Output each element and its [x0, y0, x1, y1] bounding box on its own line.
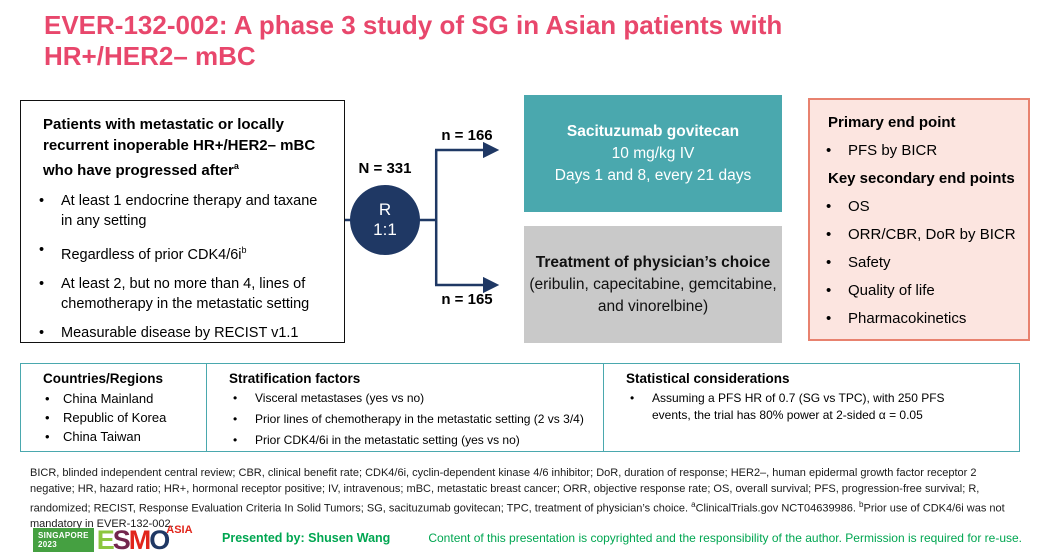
statistical-considerations-column: Statistical considerations Assuming a PF… — [604, 364, 1019, 451]
presented-by-text: Presented by: Shusen Wang — [222, 531, 391, 545]
slide-title-line2: HR+/HER2– mBC — [44, 41, 256, 71]
bullet-marker — [626, 390, 652, 424]
bullet-marker — [43, 409, 63, 426]
secondary-endpoint-item: OS — [824, 197, 1020, 217]
country-item: China Mainland — [43, 390, 198, 407]
patients-bullet: At least 1 endocrine therapy and taxane … — [39, 191, 332, 231]
footnote-marker-a: a — [691, 500, 696, 509]
primary-endpoint-header: Primary end point — [828, 114, 956, 131]
asia-label: ASIA — [166, 524, 193, 536]
secondary-endpoint-item: Quality of life — [824, 281, 1020, 301]
esmo-wordmark: ESMO — [96, 524, 171, 555]
patients-box-header: Patients with metastatic or locally recu… — [43, 116, 316, 179]
patients-bullet: Measurable disease by RECIST v1.1 — [39, 323, 332, 343]
tpc-arm-drugs-line1: (eribulin, capecitabine, gemcitabine, — [529, 275, 777, 293]
patients-eligibility-box: Patients with metastatic or locally recu… — [20, 100, 345, 343]
bullet-marker — [824, 253, 848, 273]
country-item: Republic of Korea — [43, 409, 198, 426]
bullet-marker — [43, 390, 63, 407]
countries-header: Countries/Regions — [43, 371, 164, 386]
footnote-marker-b: b — [859, 500, 864, 509]
study-info-table: Countries/Regions China Mainland Republi… — [20, 363, 1020, 452]
copyright-notice: Content of this presentation is copyrigh… — [428, 531, 1022, 545]
secondary-endpoint-item: Pharmacokinetics — [824, 309, 1020, 329]
bullet-marker — [39, 240, 61, 265]
bullet-marker — [39, 274, 61, 314]
bullet-marker — [229, 390, 255, 407]
randomization-ratio: 1:1 — [373, 220, 397, 239]
footnote-marker-a: a — [233, 161, 239, 171]
bullet-marker — [39, 191, 61, 231]
sacituzumab-govitecan-arm-box: Sacituzumab govitecan 10 mg/kg IV Days 1… — [524, 95, 782, 212]
bullet-marker — [43, 428, 63, 445]
slide-title: EVER-132-002: A phase 3 study of SG in A… — [44, 10, 984, 72]
esmo-asia-logo: SINGAPORE 2023 ESMO ASIA — [33, 523, 195, 557]
bullet-marker — [39, 323, 61, 343]
bullet-marker — [824, 281, 848, 301]
randomization-circle: R 1:1 — [350, 185, 420, 255]
statistics-header: Statistical considerations — [626, 371, 790, 386]
statistics-item: Assuming a PFS HR of 0.7 (SG vs TPC), wi… — [626, 390, 983, 424]
stratification-item: Prior CDK4/6i in the metastatic setting … — [229, 432, 595, 449]
patients-bullet: Regardless of prior CDK4/6ib — [39, 240, 332, 265]
sg-arm-schedule: Days 1 and 8, every 21 days — [554, 166, 752, 184]
secondary-endpoint-item: Safety — [824, 253, 1020, 273]
tpc-arm-drugs-line2: and vinorelbine) — [597, 297, 709, 315]
footnote-marker-b: b — [241, 245, 247, 255]
total-enrollment-label: N = 331 — [358, 160, 412, 177]
abbreviations-footnote: BICR, blinded independent central review… — [30, 467, 1005, 531]
countries-regions-column: Countries/Regions China Mainland Republi… — [21, 364, 207, 451]
bullet-marker — [824, 309, 848, 329]
bullet-marker — [229, 432, 255, 449]
arm2-n-label: n = 165 — [441, 291, 493, 308]
sg-arm-title: Sacituzumab govitecan — [566, 122, 740, 140]
stratification-factors-column: Stratification factors Visceral metastas… — [207, 364, 604, 451]
stratification-item: Prior lines of chemotherapy in the metas… — [229, 411, 595, 428]
physicians-choice-arm-box: Treatment of physician’s choice (eribuli… — [524, 226, 782, 343]
stratification-item: Visceral metastases (yes vs no) — [229, 390, 595, 407]
arm1-n-label: n = 166 — [441, 127, 493, 144]
secondary-endpoint-item: ORR/CBR, DoR by BICR — [824, 225, 1020, 245]
primary-endpoint-item: PFS by BICR — [824, 141, 1020, 161]
singapore-2023-badge: SINGAPORE 2023 — [33, 528, 94, 552]
country-item: China Taiwan — [43, 428, 198, 445]
randomization-symbol: R — [378, 200, 392, 219]
endpoints-box: Primary end point PFS by BICR Key second… — [808, 98, 1030, 341]
patients-bullet: At least 2, but no more than 4, lines of… — [39, 274, 332, 314]
bullet-marker — [824, 225, 848, 245]
bullet-marker — [229, 411, 255, 428]
bullet-marker — [824, 197, 848, 217]
randomization-flow-arrows — [345, 141, 500, 294]
tpc-arm-title: Treatment of physician’s choice — [535, 253, 771, 271]
bullet-marker — [824, 141, 848, 161]
stratification-header: Stratification factors — [229, 371, 361, 386]
secondary-endpoints-header: Key secondary end points — [828, 170, 1015, 187]
slide-title-line1: EVER-132-002: A phase 3 study of SG in A… — [44, 10, 783, 40]
sg-arm-dose: 10 mg/kg IV — [611, 144, 695, 162]
